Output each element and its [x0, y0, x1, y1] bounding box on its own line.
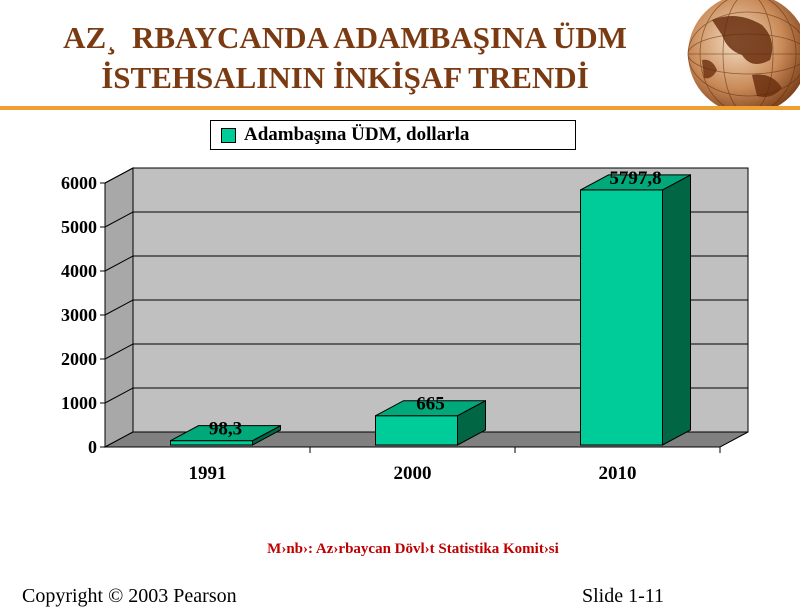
data-label: 5797,8 [609, 168, 661, 189]
bar-chart: 0 1000 2000 3000 4000 5000 6000 98,3 1991 665 2000… [61, 167, 749, 484]
bar-top [580, 174, 691, 191]
gridline [104, 299, 748, 316]
y-tick-label: 5000 [61, 217, 97, 237]
bar-top [170, 425, 281, 442]
gridline [104, 255, 748, 272]
data-label: 665 [416, 394, 445, 415]
globe-icon [687, 0, 800, 110]
y-tick-label: 6000 [61, 173, 97, 193]
source-note: M›nb›: Az›rbaycan Dövl›t Statistika Komi… [267, 541, 559, 557]
footer-copyright: Copyright © 2003 Pearson [22, 585, 237, 607]
y-tick-label: 3000 [61, 305, 97, 325]
x-tick-label: 2000 [394, 463, 432, 484]
data-label: 98,3 [209, 419, 242, 440]
title-line-1: AZ¸ RBAYCANDA ADAMBAŞINA ÜDM [63, 20, 627, 55]
y-tick-label: 2000 [61, 349, 97, 369]
gridline [104, 167, 748, 184]
legend-swatch [221, 127, 236, 143]
bar [375, 415, 458, 446]
bar [170, 440, 253, 446]
footer-slide-number: Slide 1-11 [582, 585, 665, 607]
title-line-2: İSTEHSALININ İNKİŞAF TRENDİ [101, 60, 589, 95]
chart-legend: Adambaşına ÜDM, dollarla [210, 120, 576, 150]
y-tick-label: 4000 [61, 261, 97, 281]
gridline [104, 343, 748, 360]
y-tick-label: 0 [88, 437, 97, 457]
legend-label: Adambaşına ÜDM, dollarla [244, 124, 470, 145]
slide-title: AZ¸ RBAYCANDA ADAMBAŞINA ÜDM İSTEHSALINI… [0, 18, 690, 98]
bar-top [375, 400, 486, 417]
y-tick-label: 1000 [61, 393, 97, 413]
x-tick-label: 2010 [599, 463, 637, 484]
bar [580, 189, 663, 446]
gridline [104, 211, 748, 228]
title-rule [0, 106, 800, 110]
x-tick-label: 1991 [189, 463, 227, 484]
gridline [104, 387, 748, 404]
bar-side [662, 174, 691, 446]
